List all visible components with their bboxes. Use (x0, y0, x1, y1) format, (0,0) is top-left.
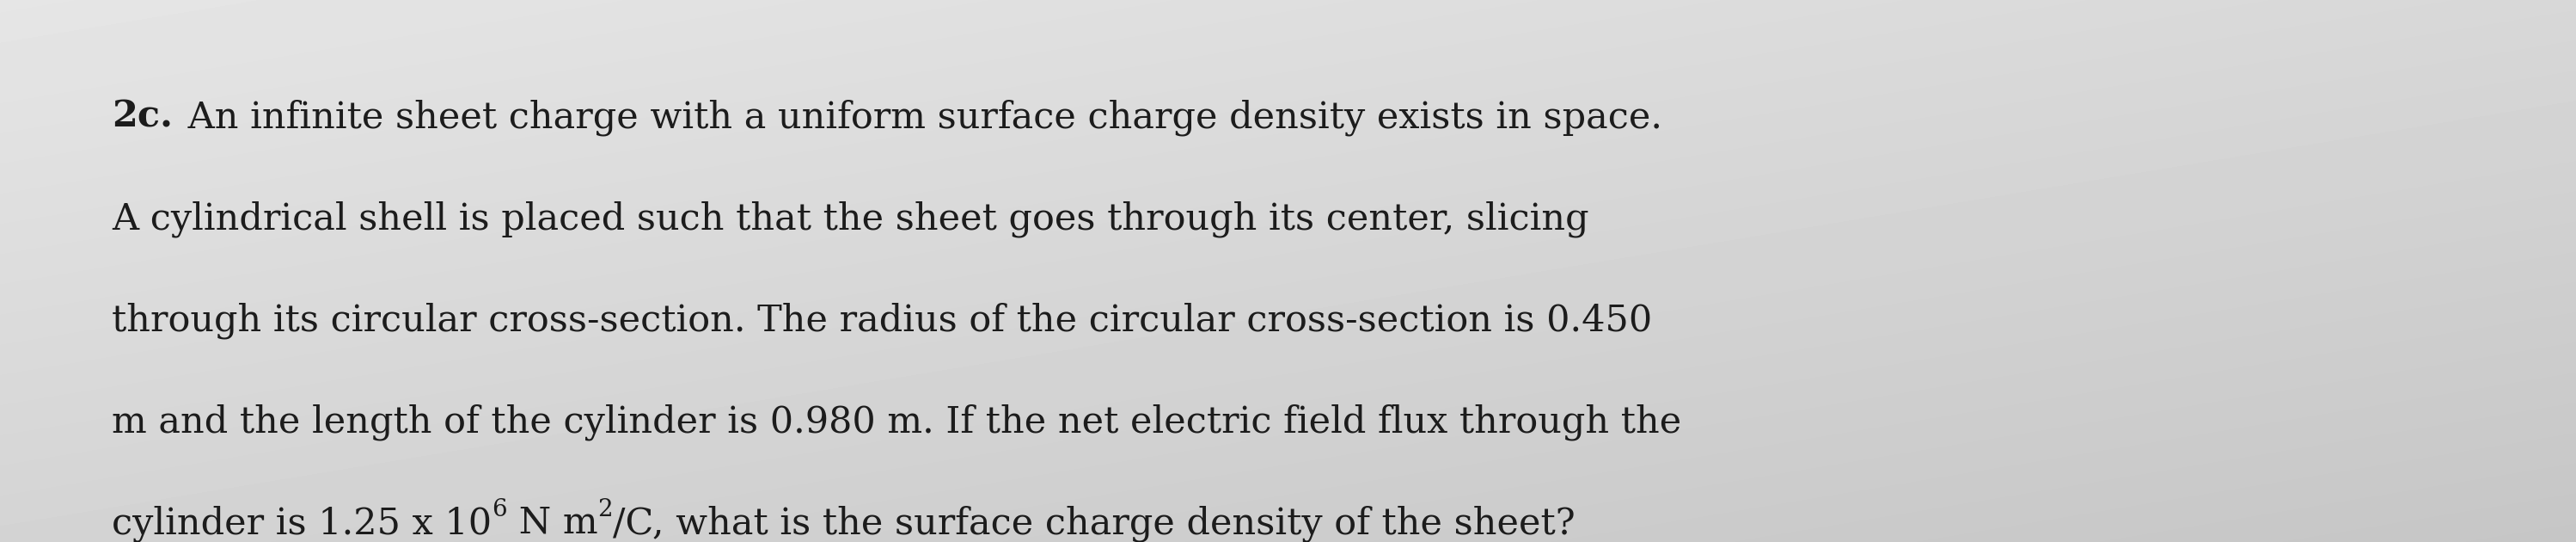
Text: /C, what is the surface charge density of the sheet?: /C, what is the surface charge density o… (613, 505, 1577, 541)
Text: 6: 6 (492, 499, 507, 521)
Text: through its circular cross-section. The radius of the circular cross-section is : through its circular cross-section. The … (111, 302, 1651, 339)
Text: m and the length of the cylinder is 0.980 m. If the net electric field flux thro: m and the length of the cylinder is 0.98… (111, 403, 1682, 440)
Text: 2: 2 (598, 499, 613, 521)
Text: 2c.: 2c. (111, 99, 173, 135)
Text: cylinder is 1.25 x 10: cylinder is 1.25 x 10 (111, 505, 492, 541)
Text: A cylindrical shell is placed such that the sheet goes through its center, slici: A cylindrical shell is placed such that … (111, 201, 1589, 237)
Text: N m: N m (507, 505, 598, 541)
Text: An infinite sheet charge with a uniform surface charge density exists in space.: An infinite sheet charge with a uniform … (175, 99, 1662, 136)
